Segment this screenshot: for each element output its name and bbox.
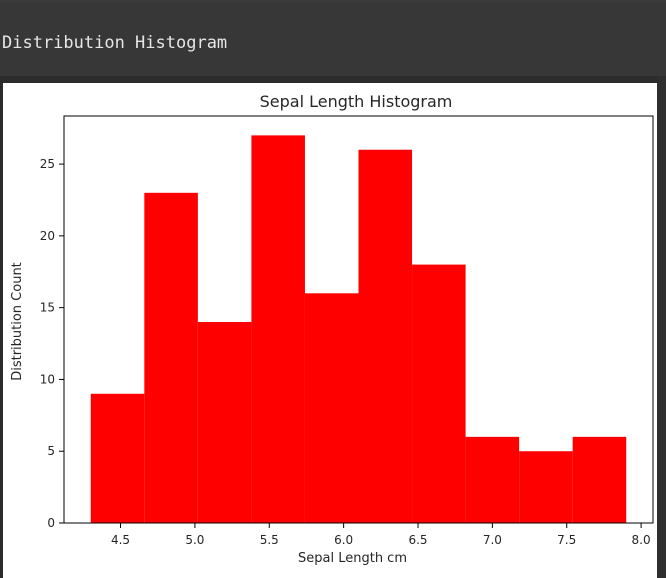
histogram-bar [90, 393, 145, 523]
output-text-area: Distribution Histogram [0, 3, 666, 76]
y-axis-ticks: 0 5 10 15 20 25 [40, 157, 64, 530]
y-tick-label: 0 [47, 516, 55, 530]
histogram-bar [304, 293, 359, 523]
x-tick-label: 5.0 [185, 533, 204, 547]
x-tick-label: 7.0 [483, 533, 502, 547]
y-tick-label: 20 [40, 229, 55, 243]
x-axis-ticks: 4.5 5.0 5.5 6.0 6.5 7.0 7.5 8.0 [111, 523, 651, 547]
scroll-gutter [657, 76, 666, 578]
x-tick-label: 6.0 [334, 533, 353, 547]
histogram-bar [144, 192, 198, 523]
x-tick-label: 4.5 [111, 533, 130, 547]
y-tick-label: 15 [40, 301, 55, 315]
y-tick-label: 25 [40, 157, 55, 171]
x-tick-label: 6.5 [408, 533, 427, 547]
histogram-bar [412, 264, 466, 523]
y-tick-label: 5 [47, 444, 55, 458]
figure-canvas: Sepal Length Histogram 4.5 5.0 5.5 6.0 6.5 7.… [3, 83, 657, 578]
histogram-chart: Sepal Length Histogram 4.5 5.0 5.5 6.0 6.5 7.… [10, 92, 654, 566]
x-tick-label: 5.5 [260, 533, 279, 547]
histogram-bar [465, 436, 520, 523]
bars-group [90, 135, 627, 523]
axes-frame [63, 115, 654, 524]
chart-title: Sepal Length Histogram [260, 92, 453, 111]
figure-frame: Sepal Length Histogram 4.5 5.0 5.5 6.0 6.5 7.… [0, 76, 666, 578]
y-axis-label: Distribution Count [10, 262, 25, 381]
x-axis-label: Sepal Length cm [298, 551, 407, 566]
x-tick-label: 8.0 [632, 533, 651, 547]
x-tick-label: 7.5 [557, 533, 576, 547]
histogram-bar [251, 135, 305, 523]
histogram-bar [572, 436, 627, 523]
histogram-bar [358, 149, 413, 523]
histogram-bar [197, 322, 252, 523]
histogram-bar [519, 451, 573, 523]
y-tick-label: 10 [40, 372, 55, 386]
output-text: Distribution Histogram [2, 33, 228, 53]
cell-top-border [0, 0, 666, 3]
